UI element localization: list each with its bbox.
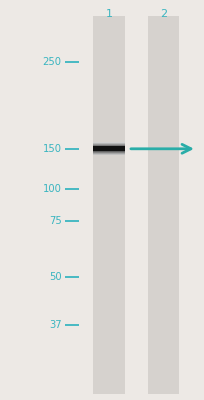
- Text: 150: 150: [42, 144, 61, 154]
- Text: 50: 50: [49, 272, 61, 282]
- Text: 100: 100: [42, 184, 61, 194]
- Text: 1: 1: [105, 9, 112, 19]
- Text: 75: 75: [49, 216, 61, 226]
- Bar: [93, 146, 124, 151]
- Bar: [147, 16, 178, 394]
- Text: 37: 37: [49, 320, 61, 330]
- Bar: [93, 16, 124, 394]
- Text: 250: 250: [42, 57, 61, 67]
- Text: 2: 2: [159, 9, 166, 19]
